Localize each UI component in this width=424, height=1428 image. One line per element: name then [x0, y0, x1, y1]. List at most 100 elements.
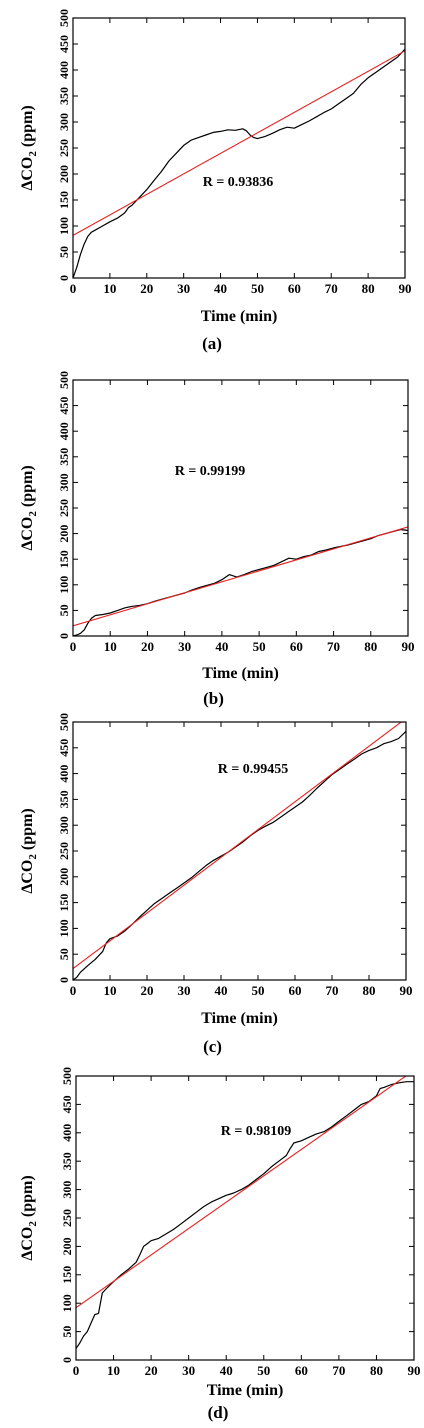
data-line	[76, 1081, 414, 1349]
y-tick-label: 100	[60, 1294, 74, 1312]
y-tick-label: 250	[57, 842, 71, 860]
chart-panel-2: 0 10 20 30 40 50 60 70 80 90 0 50 100 150 200 250 300 350…	[19, 371, 415, 708]
panel-label: (d)	[208, 1403, 229, 1422]
y-axis-label-subscript: 2	[27, 854, 39, 860]
y-tick-label: 500	[60, 1067, 74, 1085]
chart-panel-3: 0 10 20 30 40 50 60 70 80 90 0 50 100 150 200 250 300 350…	[19, 713, 413, 1056]
x-tick-label: 20	[141, 639, 154, 654]
x-axis-label: Time (min)	[202, 665, 279, 682]
y-tick-label: 100	[57, 217, 71, 235]
y-tick-label: 50	[60, 1326, 74, 1338]
y-axis-label-subscript: 2	[27, 1221, 39, 1227]
y-axis-label-main: ΔCO	[19, 157, 36, 191]
fit-line	[73, 526, 408, 627]
x-tick-label: 40	[215, 639, 228, 654]
y-axis-label-unit: (ppm)	[19, 105, 36, 151]
y-tick-label: 450	[60, 1095, 74, 1113]
x-tick-label: 40	[215, 983, 228, 998]
fit-line	[76, 1076, 407, 1309]
y-tick-label: 400	[60, 1124, 74, 1142]
x-tick-label: 50	[251, 281, 264, 296]
x-tick-label: 90	[400, 983, 413, 998]
y-tick-label: 500	[57, 713, 71, 731]
y-tick-label: 150	[57, 191, 71, 209]
plot-area	[73, 526, 408, 636]
plot-frame	[72, 17, 406, 279]
y-tick-label: 450	[57, 35, 71, 53]
x-tick-label: 40	[214, 281, 227, 296]
y-tick-label: 50	[57, 246, 71, 258]
x-tick-label: 10	[107, 1363, 120, 1378]
y-axis-label: ΔCO2 (ppm)	[19, 465, 39, 550]
x-tick-label: 80	[363, 983, 376, 998]
x-tick-label: 50	[257, 1363, 270, 1378]
x-axis-label: Time (min)	[201, 1010, 278, 1027]
y-tick-label: 500	[57, 9, 71, 27]
x-tick-label: 0	[70, 281, 77, 296]
plot-area	[73, 48, 405, 278]
y-tick-label: 450	[57, 739, 71, 757]
data-line	[73, 528, 408, 636]
correlation-annotation: R = 0.99455	[218, 762, 289, 777]
x-tick-label: 70	[325, 281, 338, 296]
x-tick-label: 80	[364, 639, 377, 654]
x-tick-label: 20	[141, 983, 154, 998]
x-tick-label: 60	[288, 281, 301, 296]
y-tick-label: 100	[57, 576, 71, 594]
y-tick-label: 100	[57, 919, 71, 937]
x-tick-label: 0	[70, 983, 77, 998]
x-tick-label: 10	[103, 281, 116, 296]
y-tick-label: 400	[57, 61, 71, 79]
correlation-annotation: R = 0.99199	[175, 464, 246, 479]
x-tick-label: 50	[253, 639, 266, 654]
fit-line	[73, 722, 403, 970]
x-tick-label: 70	[327, 639, 340, 654]
y-axis-label-main: ΔCO	[19, 860, 36, 894]
y-tick-label: 300	[57, 473, 71, 491]
y-tick-label: 0	[57, 633, 71, 639]
y-tick-label: 0	[60, 1357, 74, 1363]
plot-area	[76, 1076, 414, 1349]
x-axis-label: Time (min)	[207, 1382, 284, 1399]
x-tick-label: 0	[73, 1363, 80, 1378]
y-tick-label: 200	[60, 1237, 74, 1255]
y-axis-label-unit: (ppm)	[19, 808, 36, 854]
y-tick-label: 200	[57, 525, 71, 543]
plot-frame	[75, 1075, 415, 1361]
y-tick-label: 350	[57, 448, 71, 466]
chart-panel-4: 0 10 20 30 40 50 60 70 80 90 0 50 100 150 200 250 300 350…	[19, 1067, 421, 1422]
x-tick-label: 20	[145, 1363, 158, 1378]
y-axis-label-subscript: 2	[27, 511, 39, 517]
data-line	[73, 48, 405, 278]
panel-label: (c)	[203, 1037, 222, 1056]
x-tick-label: 30	[178, 639, 191, 654]
y-axis-label: ΔCO2 (ppm)	[19, 105, 39, 190]
y-tick-label: 350	[57, 87, 71, 105]
x-tick-label: 40	[220, 1363, 233, 1378]
x-tick-label: 80	[362, 281, 375, 296]
y-axis-label-unit: (ppm)	[19, 1175, 36, 1221]
y-tick-label: 250	[60, 1209, 74, 1227]
x-tick-label: 60	[295, 1363, 308, 1378]
x-tick-label: 10	[104, 983, 117, 998]
y-tick-label: 150	[57, 550, 71, 568]
y-tick-label: 300	[60, 1181, 74, 1199]
y-tick-label: 250	[57, 499, 71, 517]
correlation-annotation: R = 0.93836	[203, 175, 274, 190]
y-tick-label: 150	[57, 894, 71, 912]
y-tick-label: 400	[57, 422, 71, 440]
x-tick-label: 20	[140, 281, 153, 296]
x-axis-label: Time (min)	[201, 308, 278, 325]
x-tick-label: 70	[326, 983, 339, 998]
y-axis-label-main: ΔCO	[19, 1227, 36, 1261]
y-tick-label: 50	[57, 604, 71, 616]
y-tick-label: 200	[57, 165, 71, 183]
x-tick-label: 30	[177, 281, 190, 296]
x-tick-label: 90	[399, 281, 412, 296]
correlation-annotation: R = 0.98109	[221, 1124, 292, 1139]
x-tick-label: 80	[370, 1363, 383, 1378]
x-tick-label: 30	[182, 1363, 195, 1378]
plot-frame	[72, 379, 409, 637]
y-tick-label: 350	[57, 790, 71, 808]
